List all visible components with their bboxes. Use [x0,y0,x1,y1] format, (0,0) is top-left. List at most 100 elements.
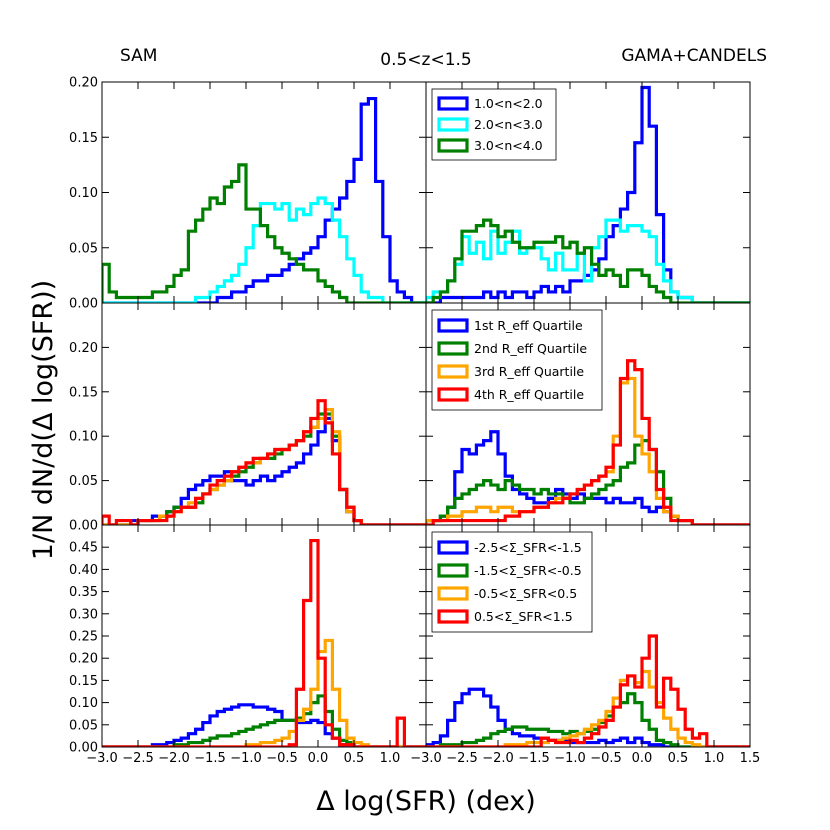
legend: 1.0<n<2.0 2.0<n<3.0 3.0<n<4.0 [431,88,557,161]
y-tick-label: 0.30 [69,607,98,622]
x-tick-label: 0.0 [632,751,653,766]
y-tick-label: 0.10 [69,696,98,711]
x-tick-label: −3.0 [86,751,118,766]
y-tick-label: 0.05 [69,241,98,256]
series-line-4 [426,634,750,747]
legend-label: -0.5<Σ_SFR<0.5 [474,586,577,601]
series-group [426,634,750,747]
series-group [426,85,750,303]
y-tick-label: 0.15 [69,131,98,146]
series-line-4 [102,538,426,747]
series-group [426,359,750,525]
panel-frame [101,81,427,304]
panel-bottom-right: −3.0 −2.5 −2.0 −1.5 −1.0 −0.5 0.0 0.5 1.0 1.5 -2.5… [410,524,761,766]
legend-label: 0.5<Σ_SFR<1.5 [474,609,573,624]
legend-swatch [437,540,469,555]
series-line-3 [426,218,750,303]
legend-swatch [437,341,469,356]
x-tick-label: −2.0 [158,751,190,766]
x-tick-label: 1.5 [740,751,761,766]
y-tick-label: 0.05 [69,718,98,733]
legend: 1st R_eff Quartile 2nd R_eff Quartile 3rd … [431,309,603,411]
y-tick-label: 0.00 [69,519,98,534]
legend-swatch [437,609,469,624]
legend-label: 4th R_eff Quartile [474,387,584,402]
x-tick-label: 1.0 [380,751,401,766]
y-tick-label: 0.10 [69,430,98,445]
x-tick-label: −3.0 [410,751,442,766]
header-right: GAMA+CANDELS [621,46,767,66]
series-group [102,399,426,525]
y-tick-label: 0.35 [69,585,98,600]
header-center: 0.5<z<1.5 [380,50,471,70]
y-tick-label: 0.25 [69,630,98,645]
series-line-2 [102,412,426,525]
series-line-2 [426,218,750,303]
x-tick-label: 0.0 [308,751,329,766]
series-line-2 [102,196,426,303]
x-tick-label: −2.5 [122,751,154,766]
legend-swatch [437,318,469,333]
panel-top-right: 1.0<n<2.0 2.0<n<3.0 3.0<n<4.0 [425,81,751,304]
legend-swatch [437,586,469,601]
legend: -2.5<Σ_SFR<-1.5 -1.5<Σ_SFR<-0.5 -0.5<Σ_SFR… [431,531,593,633]
y-tick-label: 0.20 [69,341,98,356]
header-left: SAM [120,46,157,66]
x-tick-label: −1.5 [194,751,226,766]
y-tick-label: 0.40 [69,563,98,578]
legend-swatch [437,138,469,153]
panel-bottom-left: 0.00 0.05 0.10 0.15 0.20 0.25 0.30 0.35 0.40 0.45… [69,524,427,766]
x-tick-label: 0.5 [344,751,365,766]
x-tick-label: −0.5 [590,751,622,766]
legend-label: 1.0<n<2.0 [474,96,543,111]
panel-frame [101,524,427,748]
legend-label: 2.0<n<3.0 [474,117,543,132]
x-tick-label: −1.0 [554,751,586,766]
series-line-4 [102,399,426,525]
y-tick-label: 0.20 [69,76,98,91]
panel-middle-right: 1st R_eff Quartile 2nd R_eff Quartile 3rd … [425,302,751,526]
series-line-3 [102,163,426,303]
y-tick-label: 0.15 [69,674,98,689]
legend-label: 2nd R_eff Quartile [474,341,587,356]
panel-frame [101,302,427,526]
x-tick-label: 0.5 [668,751,689,766]
series-line-2 [102,694,426,747]
panel-top-left: 0.00 0.05 0.10 0.15 0.20 [69,76,427,312]
y-tick-label: 0.15 [69,385,98,400]
y-tick-label: 0.45 [69,541,98,556]
y-tick-label: 0.05 [69,474,98,489]
y-tick-label: 0.20 [69,652,98,667]
legend-swatch [437,96,469,111]
x-tick-label: −0.5 [266,751,298,766]
legend-frame [431,88,557,161]
series-line-1 [102,416,426,525]
series-group [102,96,426,303]
x-tick-label: −2.5 [446,751,478,766]
legend-swatch [437,117,469,132]
legend-label: -2.5<Σ_SFR<-1.5 [474,540,582,555]
legend-label: 3rd R_eff Quartile [474,364,584,379]
legend-label: 1st R_eff Quartile [474,318,583,333]
y-tick-label: 0.10 [69,186,98,201]
y-tick-label: 0.00 [69,297,98,312]
legend-frame [431,531,593,633]
series-line-3 [102,638,426,747]
legend-swatch [437,387,469,402]
series-line-4 [426,359,750,525]
y-tick-label: 0.00 [69,741,98,756]
legend-label: 3.0<n<4.0 [474,138,543,153]
legend-swatch [437,364,469,379]
panels-group: 0.00 0.05 0.10 0.15 0.20 1.0<n<2.0 2.0<n<3.0 3.… [69,76,760,767]
y-axis-label: 1/N dN/d(Δ log(SFR)) [28,280,59,560]
x-tick-label: −1.0 [230,751,262,766]
x-tick-label: −2.0 [482,751,514,766]
x-tick-label: −1.5 [518,751,550,766]
legend-label: -1.5<Σ_SFR<-0.5 [474,563,582,578]
x-tick-label: 1.0 [704,751,725,766]
series-line-1 [102,96,426,303]
legend-swatch [437,563,469,578]
x-axis-label: Δ log(SFR) (dex) [316,786,536,817]
series-line-3 [102,407,426,525]
